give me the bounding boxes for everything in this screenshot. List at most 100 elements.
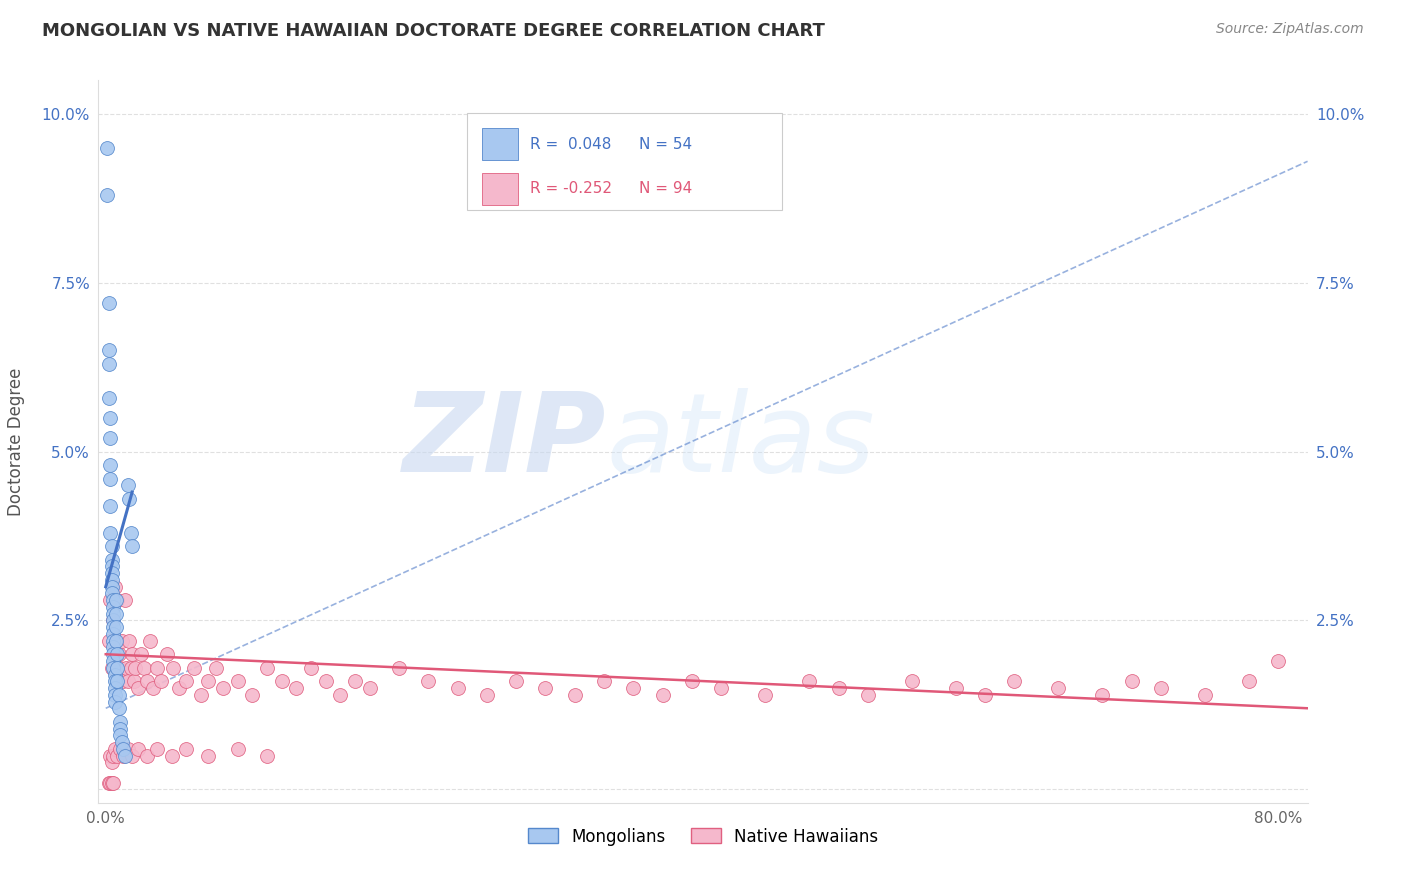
Point <box>97 357 120 371</box>
Point <box>240 688 263 702</box>
Point <box>111 633 134 648</box>
Point <box>101 640 124 655</box>
Point <box>103 580 125 594</box>
Point <box>621 681 644 695</box>
Point <box>100 552 122 566</box>
Point <box>108 688 131 702</box>
Point <box>256 661 278 675</box>
Point <box>388 661 411 675</box>
Point <box>135 748 157 763</box>
Point <box>98 431 121 445</box>
Point <box>98 525 121 540</box>
Point <box>117 478 139 492</box>
Y-axis label: Doctorate Degree: Doctorate Degree <box>7 368 25 516</box>
Point <box>121 748 143 763</box>
Point <box>101 775 124 789</box>
Point <box>98 458 121 472</box>
Point <box>142 681 165 695</box>
Point <box>446 681 468 695</box>
Point <box>101 627 124 641</box>
Point <box>101 654 124 668</box>
Point <box>101 633 124 648</box>
Point <box>114 748 136 763</box>
Point <box>100 539 122 553</box>
Point <box>129 647 152 661</box>
FancyBboxPatch shape <box>482 173 517 205</box>
Point <box>190 688 212 702</box>
Point <box>122 674 145 689</box>
Point <box>98 748 121 763</box>
Point <box>101 620 124 634</box>
Point <box>112 741 135 756</box>
Point <box>98 499 121 513</box>
Point <box>285 681 308 695</box>
Point <box>108 647 131 661</box>
Point <box>101 607 124 621</box>
Point <box>98 411 121 425</box>
Point <box>132 661 155 675</box>
Point <box>100 661 122 675</box>
Point <box>100 580 122 594</box>
Point <box>681 674 703 689</box>
Point <box>1237 674 1260 689</box>
Point <box>150 674 173 689</box>
Point <box>101 661 124 675</box>
Point <box>112 748 135 763</box>
Point <box>827 681 849 695</box>
Point <box>100 559 122 574</box>
Point <box>204 661 226 675</box>
Point <box>101 614 124 628</box>
Point <box>183 661 205 675</box>
Point <box>98 775 121 789</box>
Point <box>146 741 169 756</box>
Text: R =  0.048: R = 0.048 <box>530 136 612 152</box>
Point <box>1121 674 1143 689</box>
Point <box>110 728 132 742</box>
Point <box>127 681 149 695</box>
Point <box>176 674 198 689</box>
Point <box>97 391 120 405</box>
Point <box>100 566 122 581</box>
Point <box>120 525 142 540</box>
Point <box>98 472 121 486</box>
Point <box>112 674 135 689</box>
Point <box>475 688 498 702</box>
FancyBboxPatch shape <box>467 112 782 211</box>
Point <box>1150 681 1173 695</box>
Point <box>105 633 128 648</box>
Point <box>359 681 381 695</box>
Point <box>138 633 160 648</box>
Point <box>103 688 125 702</box>
Point <box>103 694 125 708</box>
Point <box>101 614 124 628</box>
Point <box>1047 681 1070 695</box>
Point <box>799 674 821 689</box>
Point <box>100 586 122 600</box>
Point <box>97 633 120 648</box>
Point <box>315 674 337 689</box>
Point <box>1194 688 1216 702</box>
Point <box>167 681 190 695</box>
Text: N = 94: N = 94 <box>638 181 692 196</box>
Point <box>1267 654 1289 668</box>
Text: Source: ZipAtlas.com: Source: ZipAtlas.com <box>1216 22 1364 37</box>
Point <box>945 681 967 695</box>
Point <box>901 674 924 689</box>
Point <box>710 681 733 695</box>
Point <box>110 741 132 756</box>
Point <box>299 661 322 675</box>
Point <box>135 674 157 689</box>
Point <box>96 141 118 155</box>
Point <box>160 748 183 763</box>
Point <box>856 688 879 702</box>
Point <box>329 688 352 702</box>
Point <box>1091 688 1114 702</box>
Text: R = -0.252: R = -0.252 <box>530 181 612 196</box>
Point <box>418 674 440 689</box>
Point <box>197 748 219 763</box>
Point <box>108 701 131 715</box>
Point <box>101 647 124 661</box>
Point <box>97 343 120 358</box>
Point <box>127 741 149 756</box>
Point <box>270 674 292 689</box>
